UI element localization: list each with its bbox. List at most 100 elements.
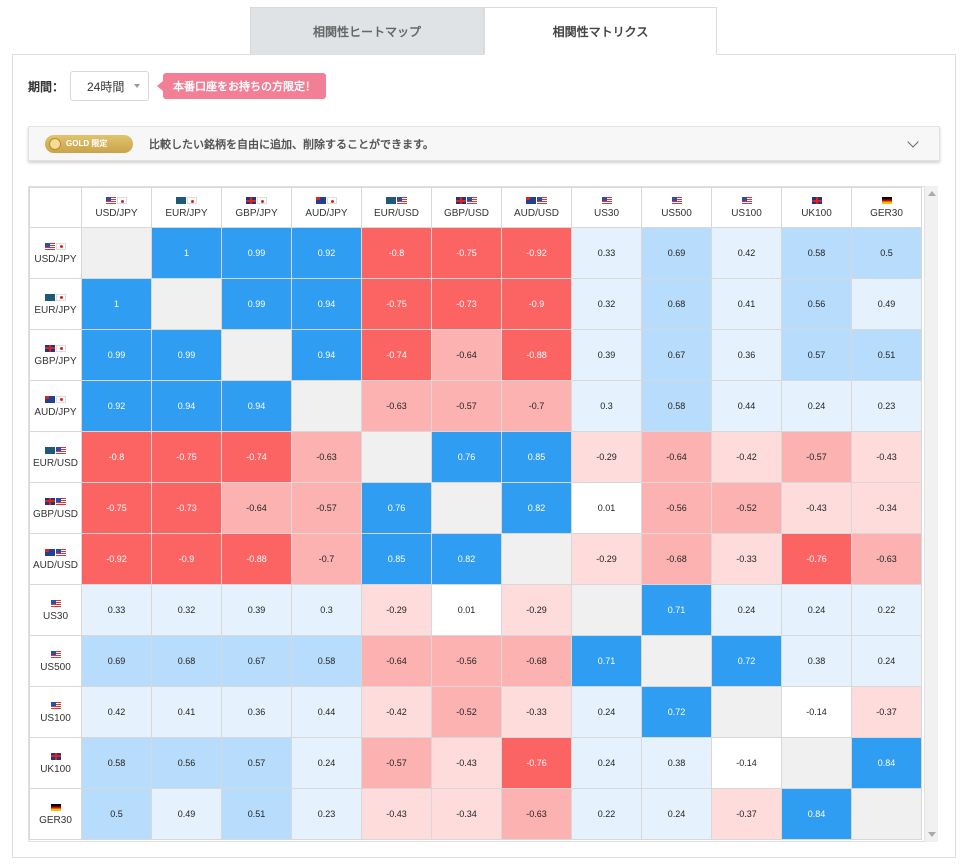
correlation-cell: 0.01 [431,584,502,636]
correlation-cell: -0.73 [151,482,222,534]
flag-icons [45,344,66,353]
correlation-cell: -0.74 [221,431,292,483]
correlation-cell: -0.7 [501,380,572,432]
table-row: AUD/USD -0.92 -0.9 -0.88 -0.7 0.85 0.82 -0.29 -0… [29,533,922,585]
correlation-cell: -0.75 [151,431,222,483]
column-header: US100 [711,187,782,228]
flag-icons [316,196,337,205]
row-header: GBP/JPY [29,329,82,381]
flag-icons [45,242,66,251]
correlation-cell: 0.84 [851,737,922,789]
correlation-cell [501,533,572,585]
symbol-label: USD/JPY [34,253,77,265]
symbol-label: GBP/JPY [34,355,77,367]
us-flag-icon [56,548,66,556]
period-select[interactable]: 24時間 [70,71,149,101]
correlation-cell: 0.56 [151,737,222,789]
flag-icons [50,650,61,659]
flag-icons [45,293,66,302]
correlation-cell: 0.58 [291,635,362,687]
correlation-cell: 0.67 [641,329,712,381]
chevron-down-icon [134,84,140,88]
correlation-cell: -0.33 [501,686,572,738]
symbol-label: GER30 [39,814,72,826]
gb-flag-icon [246,197,256,204]
symbol-label: GBP/JPY [235,208,278,219]
correlation-cell: 0.24 [571,686,642,738]
correlation-cell: 0.22 [571,788,642,840]
gold-badge: GOLD 限定 [45,134,133,153]
correlation-cell: 0.85 [361,533,432,585]
correlation-cell: 0.32 [151,584,222,636]
column-header: GBP/JPY [221,187,292,228]
correlation-cell [81,227,152,279]
correlation-cell: 0.24 [711,584,782,636]
correlation-cell: -0.73 [431,278,502,330]
row-header: GBP/USD [29,482,82,534]
row-header: US100 [29,686,82,738]
table-row: GBP/JPY 0.99 0.99 0.94 -0.74 -0.64 -0.88 0.39 0.… [29,329,922,381]
correlation-cell: 0.94 [291,329,362,381]
tab-correlation-heatmap[interactable]: 相関性ヒートマップ [250,7,484,55]
correlation-cell: -0.29 [361,584,432,636]
correlation-cell: 0.99 [221,278,292,330]
correlation-cell: 0.24 [641,788,712,840]
correlation-cell: -0.64 [431,329,502,381]
symbol-label: USD/JPY [95,208,138,219]
gb-flag-icon [45,344,55,352]
de-flag-icon [50,803,61,811]
table-row: AUD/JPY 0.92 0.94 0.94 -0.63 -0.57 -0.7 0.3 0.58… [29,380,922,432]
gb-flag-icon [811,197,822,204]
correlation-cell: 0.38 [641,737,712,789]
flag-icons [601,196,612,205]
correlation-cell [851,788,922,840]
flag-icons [45,446,66,455]
correlation-cell: 0.99 [81,329,152,381]
flag-icons [106,196,127,205]
correlation-cell: 0.44 [291,686,362,738]
table-row: UK100 0.58 0.56 0.57 0.24 -0.57 -0.43 -0.76 0.24… [29,737,922,789]
eu-flag-icon [45,446,55,454]
correlation-cell: 0.24 [851,635,922,687]
gold-feature-bar[interactable]: GOLD 限定 比較したい銘柄を自由に追加、削除することができます。 [28,126,940,161]
correlation-cell: 0.82 [501,482,572,534]
symbol-label: AUD/USD [513,208,559,219]
correlation-cell: 0.58 [81,737,152,789]
symbol-label: US30 [593,208,619,219]
correlation-cell: 0.36 [711,329,782,381]
row-header: AUD/JPY [29,380,82,432]
chevron-down-icon[interactable] [907,136,919,148]
correlation-cell: 0.67 [221,635,292,687]
jp-flag-icon [56,293,66,301]
correlation-cell: -0.63 [501,788,572,840]
correlation-cell: -0.63 [291,431,362,483]
vertical-scrollbar[interactable] [924,186,938,842]
correlation-cell: -0.42 [361,686,432,738]
eu-flag-icon [176,197,186,204]
row-header: EUR/USD [29,431,82,483]
correlation-cell: -0.43 [431,737,502,789]
us-flag-icon [106,197,116,204]
scroll-down-icon[interactable] [928,832,936,837]
column-header: GER30 [851,187,922,228]
correlation-cell: 0.01 [571,482,642,534]
correlation-cell: 0.57 [221,737,292,789]
tab-correlation-matrix[interactable]: 相関性マトリクス [484,7,717,55]
correlation-cell: 0.49 [151,788,222,840]
correlation-cell: 0.24 [781,584,852,636]
de-flag-icon [881,197,892,204]
correlation-cell: 0.51 [851,329,922,381]
correlation-cell: 1 [81,278,152,330]
correlation-cell: -0.14 [781,686,852,738]
correlation-cell: -0.29 [571,431,642,483]
gold-badge-label: GOLD 限定 [66,139,108,148]
symbol-label: EUR/USD [32,457,78,469]
jp-flag-icon [56,242,66,250]
scroll-up-icon[interactable] [928,191,936,196]
symbol-label: US100 [40,712,71,724]
correlation-cell: 0.99 [221,227,292,279]
correlation-cell: 0.39 [221,584,292,636]
column-header: EUR/USD [361,187,432,228]
correlation-cell: -0.63 [361,380,432,432]
correlation-cell: 0.51 [221,788,292,840]
